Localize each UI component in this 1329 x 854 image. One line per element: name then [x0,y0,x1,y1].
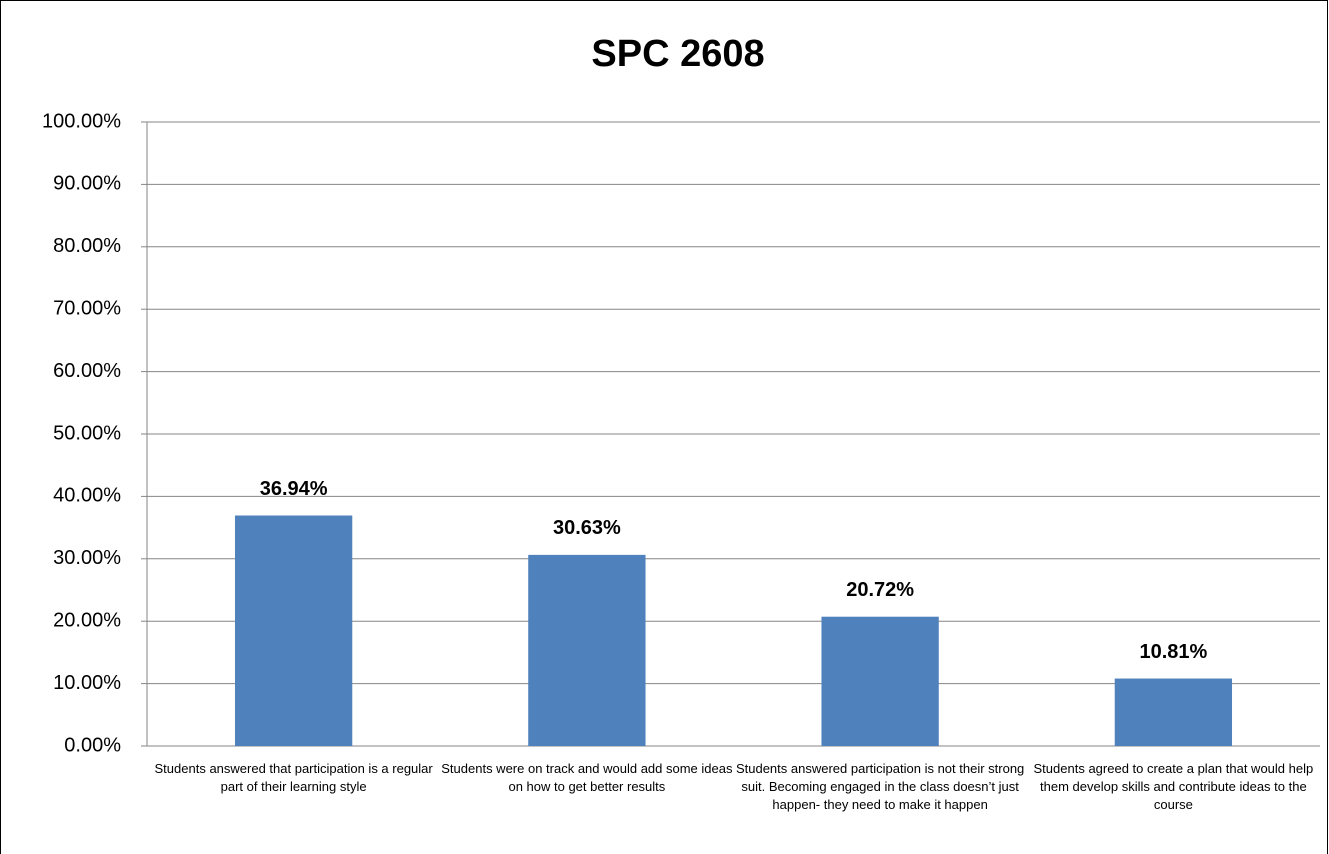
chart-title: SPC 2608 [591,33,764,75]
bar [1114,678,1233,746]
x-tick-label: Students agreed to create a plan that wo… [1033,761,1314,812]
data-label: 36.94% [260,478,328,500]
y-tick-label: 100.00% [42,110,121,132]
x-tick-label: Students answered participation is not t… [735,761,1025,812]
y-tick-label: 10.00% [53,672,121,694]
x-tick-label: Students answered that participation is … [154,761,433,794]
y-tick-label: 70.00% [53,297,121,319]
data-label: 10.81% [1139,641,1207,663]
y-tick-label: 60.00% [53,360,121,382]
data-label: 20.72% [846,579,914,601]
y-tick-label: 20.00% [53,609,121,631]
bar [821,616,939,746]
x-tick-label: Students were on track and would add som… [441,761,733,794]
bar [528,554,646,746]
y-tick-label: 80.00% [53,235,121,257]
y-tick-label: 0.00% [64,734,121,756]
y-tick-label: 90.00% [53,173,121,195]
data-label: 30.63% [553,517,621,539]
bar [234,515,353,746]
y-tick-label: 30.00% [53,547,121,569]
y-tick-label: 40.00% [53,485,121,507]
y-tick-label: 50.00% [53,422,121,444]
